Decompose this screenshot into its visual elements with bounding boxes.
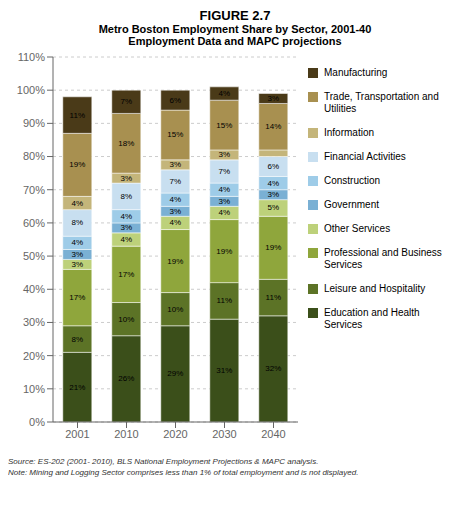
- svg-text:60%: 60%: [23, 217, 45, 229]
- svg-text:0%: 0%: [29, 416, 45, 428]
- svg-text:4%: 4%: [121, 235, 133, 244]
- html-text:Leisure and Hospitality: Leisure and Hospitality: [324, 283, 426, 294]
- svg-text:4%: 4%: [219, 185, 231, 194]
- svg-text:3%: 3%: [170, 160, 182, 169]
- html-text:Construction: Construction: [324, 175, 381, 186]
- html-text:FIGURE 2.7: FIGURE 2.7: [199, 8, 271, 23]
- html-text:Information: Information: [324, 127, 374, 138]
- svg-text:15%: 15%: [216, 121, 232, 130]
- svg-text:90%: 90%: [23, 117, 45, 129]
- svg-text:19%: 19%: [167, 257, 183, 266]
- svg-text:29%: 29%: [167, 369, 183, 378]
- svg-text:4%: 4%: [219, 89, 231, 98]
- svg-text:2001: 2001: [65, 428, 89, 440]
- svg-text:11%: 11%: [70, 111, 85, 120]
- svg-text:3%: 3%: [170, 207, 182, 216]
- svg-text:6%: 6%: [268, 162, 280, 171]
- svg-text:4%: 4%: [219, 208, 231, 217]
- svg-text:6%: 6%: [170, 96, 182, 105]
- svg-text:3%: 3%: [121, 174, 133, 183]
- svg-text:3%: 3%: [219, 197, 231, 206]
- svg-text:40%: 40%: [23, 283, 45, 295]
- svg-text:11%: 11%: [217, 296, 232, 305]
- svg-text:31%: 31%: [216, 366, 232, 375]
- svg-text:110%: 110%: [18, 51, 46, 63]
- html-text:Financial Activities: Financial Activities: [324, 151, 406, 162]
- html-text:Manufacturing: Manufacturing: [324, 67, 388, 78]
- svg-text:18%: 18%: [118, 139, 134, 148]
- svg-text:3%: 3%: [72, 260, 84, 269]
- svg-text:3%: 3%: [268, 190, 280, 199]
- html-text:Education and Health Services: Education and Health Services: [324, 307, 420, 330]
- html-text:Note: Mining and Logging Secto: Note: Mining and Logging Sector comprise…: [8, 468, 359, 477]
- svg-text:3%: 3%: [268, 94, 280, 103]
- svg-text:2040: 2040: [261, 428, 285, 440]
- svg-text:20%: 20%: [23, 350, 45, 362]
- svg-text:3%: 3%: [219, 150, 231, 159]
- html-text:Source: ES-202 (2001- 2010), B: Source: ES-202 (2001- 2010), BLS Nationa…: [8, 457, 319, 466]
- svg-text:17%: 17%: [69, 293, 85, 302]
- svg-text:4%: 4%: [121, 212, 133, 221]
- svg-text:2010: 2010: [114, 428, 138, 440]
- svg-text:2020: 2020: [163, 428, 187, 440]
- svg-text:10%: 10%: [118, 315, 134, 324]
- svg-text:19%: 19%: [69, 160, 85, 169]
- svg-text:19%: 19%: [265, 243, 281, 252]
- svg-text:14%: 14%: [265, 122, 281, 131]
- svg-text:100%: 100%: [17, 84, 45, 96]
- html-text:Employment Data and MAPC proje: Employment Data and MAPC projections: [128, 35, 342, 47]
- svg-text:80%: 80%: [23, 150, 45, 162]
- svg-text:3%: 3%: [121, 223, 133, 232]
- svg-text:19%: 19%: [216, 247, 232, 256]
- svg-text:26%: 26%: [118, 374, 134, 383]
- svg-text:10%: 10%: [167, 305, 183, 314]
- svg-text:21%: 21%: [69, 383, 85, 392]
- svg-text:17%: 17%: [118, 270, 134, 279]
- svg-text:3%: 3%: [72, 250, 84, 259]
- svg-text:4%: 4%: [268, 179, 280, 188]
- html-text:Other Services: Other Services: [324, 223, 391, 234]
- html-text:Trade, Transportation and Util: Trade, Transportation and Utilities: [324, 91, 439, 114]
- html-text:Metro Boston Employment Share: Metro Boston Employment Share by Sector,…: [98, 23, 372, 35]
- svg-text:5%: 5%: [268, 203, 280, 212]
- html-text:Professional and Business Serv: Professional and Business Services: [324, 247, 442, 270]
- svg-text:10%: 10%: [23, 383, 45, 395]
- html-text:Government: Government: [324, 199, 379, 210]
- svg-text:70%: 70%: [23, 184, 45, 196]
- svg-text:4%: 4%: [170, 195, 182, 204]
- svg-text:2030: 2030: [212, 428, 236, 440]
- svg-text:4%: 4%: [170, 218, 182, 227]
- svg-text:4%: 4%: [72, 199, 84, 208]
- svg-text:50%: 50%: [23, 250, 45, 262]
- svg-text:4%: 4%: [72, 238, 84, 247]
- svg-text:7%: 7%: [121, 97, 133, 106]
- svg-text:11%: 11%: [266, 293, 281, 302]
- svg-text:8%: 8%: [121, 192, 133, 201]
- svg-text:30%: 30%: [23, 316, 45, 328]
- svg-text:7%: 7%: [170, 177, 182, 186]
- svg-text:15%: 15%: [167, 130, 183, 139]
- svg-text:8%: 8%: [72, 218, 84, 227]
- svg-text:32%: 32%: [265, 364, 281, 373]
- svg-text:8%: 8%: [72, 335, 84, 344]
- svg-text:7%: 7%: [219, 167, 231, 176]
